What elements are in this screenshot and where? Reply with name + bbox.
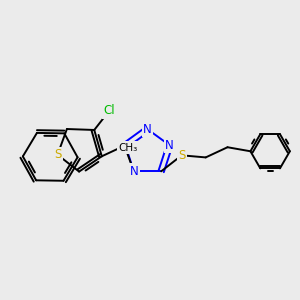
Text: N: N	[130, 165, 138, 178]
Text: S: S	[54, 148, 61, 161]
Text: N: N	[165, 139, 174, 152]
Text: S: S	[178, 149, 185, 162]
Text: N: N	[143, 123, 152, 136]
Text: Cl: Cl	[103, 104, 115, 118]
Text: CH₃: CH₃	[118, 143, 138, 153]
